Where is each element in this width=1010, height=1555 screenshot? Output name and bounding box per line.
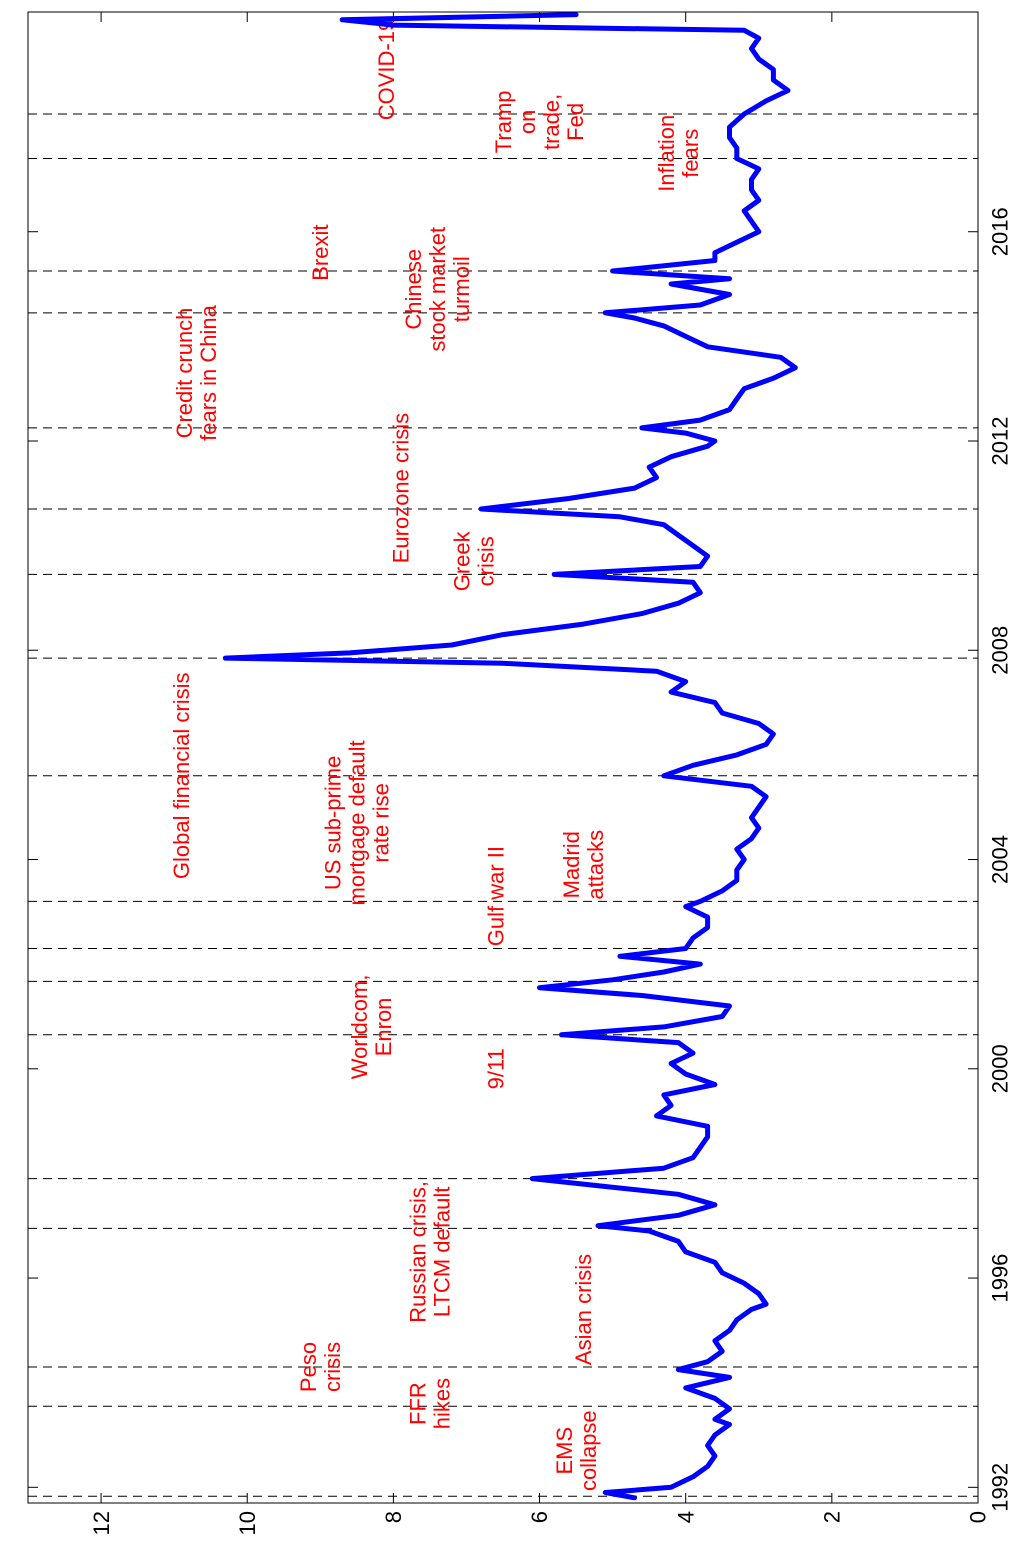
event-label: collapse — [576, 1410, 601, 1491]
time-tick-label: 2016 — [988, 207, 1010, 256]
event-label: Gulf war II — [483, 846, 508, 946]
event-label: Madrid — [559, 831, 584, 898]
plot-frame — [27, 11, 979, 1504]
value-axis: 0 2 4 6 8 10 12 — [89, 12, 991, 1535]
time-axis: 1992 1996 2000 2004 2008 2012 2016 — [28, 207, 1010, 1512]
event-label: stock market — [425, 227, 450, 352]
event-annotation: COVID-19 — [374, 19, 399, 120]
event-label: Brexit — [308, 225, 333, 281]
value-tick-label: 0 — [966, 1511, 991, 1523]
event-label: Asian crisis — [571, 1254, 596, 1365]
event-label: Chinese — [401, 249, 426, 330]
event-label: mortgage default — [345, 740, 370, 905]
event-label: rate rise — [369, 783, 394, 862]
event-annotation: Credit crunch fears in China — [172, 304, 221, 441]
time-tick-label: 2000 — [988, 1044, 1010, 1093]
event-annotation: Madrid attacks — [559, 830, 608, 900]
event-label: fears — [678, 129, 703, 178]
event-annotation: US sub-prime mortgage default rate rise — [321, 740, 394, 905]
event-label: Global financial crisis — [169, 672, 194, 879]
event-annotation: Gulf war II — [483, 846, 508, 946]
event-label: fears in China — [196, 304, 221, 441]
event-label: Eurozone crisis — [388, 413, 413, 563]
value-tick-label: 10 — [235, 1511, 260, 1535]
event-label: turmoil — [449, 256, 474, 322]
event-label: FFR — [406, 1382, 431, 1425]
event-label: EMS — [552, 1427, 577, 1475]
event-annotation: Peso crisis — [296, 1342, 345, 1392]
event-annotation: Global financial crisis — [169, 672, 194, 879]
event-label: Worldcom, — [347, 975, 372, 1080]
event-annotation: Inflation fears — [654, 115, 703, 192]
event-label: crisis — [320, 1342, 345, 1392]
event-label: trade, — [539, 94, 564, 150]
series-line — [222, 12, 798, 1501]
event-annotation: 9/11 — [483, 1048, 508, 1089]
event-label: LTCM default — [430, 1187, 455, 1317]
series-layer — [222, 12, 798, 1501]
time-tick-label: 2008 — [988, 626, 1010, 675]
value-tick-label: 2 — [820, 1511, 845, 1523]
event-label: Russian crisis, — [406, 1181, 431, 1323]
event-annotation: Chinese stock market turmoil — [401, 227, 474, 352]
value-tick-label: 4 — [673, 1511, 698, 1523]
event-annotation: Brexit — [308, 225, 333, 281]
event-label: crisis — [473, 536, 498, 586]
time-tick-label: 2004 — [988, 835, 1010, 884]
event-annotation: Worldcom,Enron — [347, 975, 396, 1080]
value-tick-label: 12 — [89, 1511, 114, 1535]
event-label: on — [515, 110, 540, 134]
event-lines — [28, 113, 978, 1497]
time-tick-label: 2012 — [988, 417, 1010, 466]
event-label: Inflation — [654, 115, 679, 192]
event-label: Tramp — [491, 90, 516, 153]
event-annotation: Eurozone crisis — [388, 413, 413, 563]
event-annotation: Asian crisis — [571, 1254, 596, 1365]
event-annotation: Greek crisis — [449, 530, 498, 591]
event-label: hikes — [430, 1378, 455, 1429]
time-tick-label: 1992 — [988, 1463, 1010, 1512]
event-label: Peso — [296, 1342, 321, 1392]
event-annotation: FFR hikes — [406, 1378, 455, 1429]
time-tick-label: 1996 — [988, 1254, 1010, 1303]
event-annotation: Russian crisis, LTCM default — [406, 1181, 455, 1323]
value-tick-label: 6 — [527, 1511, 552, 1523]
event-label: Enron — [371, 998, 396, 1057]
event-annotation: Tramp on trade, Fed — [491, 90, 588, 153]
event-label: Greek — [449, 530, 474, 591]
event-label: COVID-19 — [374, 19, 399, 120]
event-label: attacks — [583, 830, 608, 900]
event-label: US sub-prime — [321, 756, 346, 890]
value-tick-label: 8 — [381, 1511, 406, 1523]
event-label: Fed — [563, 103, 588, 141]
event-annotation: EMS collapse — [552, 1410, 601, 1491]
event-label: Credit crunch — [172, 308, 197, 439]
event-label: 9/11 — [483, 1048, 508, 1089]
